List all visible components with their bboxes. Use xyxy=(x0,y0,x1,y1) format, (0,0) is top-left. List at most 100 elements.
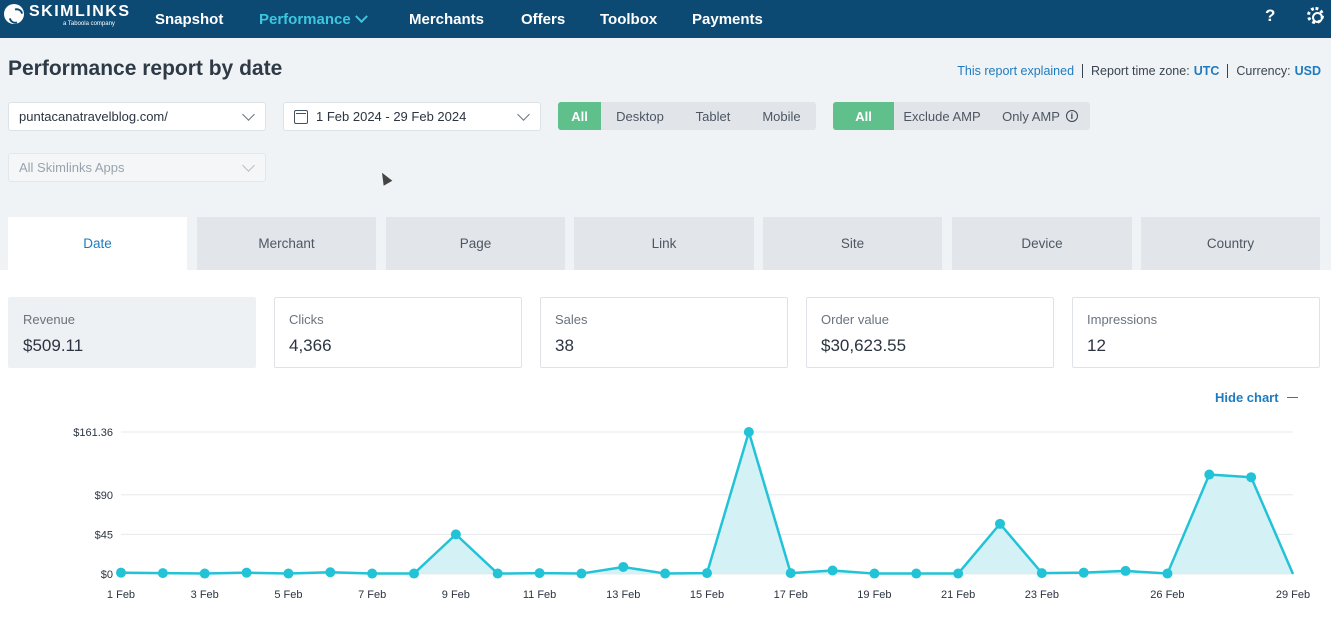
kpi-label: Sales xyxy=(555,312,588,327)
tab-date[interactable]: Date xyxy=(8,217,187,270)
tab-device[interactable]: Device xyxy=(952,217,1132,270)
x-tick-label: 9 Feb xyxy=(442,589,470,601)
x-tick-label: 3 Feb xyxy=(191,589,219,601)
data-point xyxy=(450,529,461,540)
settings-gear-icon[interactable] xyxy=(1307,7,1324,24)
data-point xyxy=(534,568,545,579)
nav-merchants[interactable]: Merchants xyxy=(409,10,485,28)
currency-label: Currency: xyxy=(1236,64,1291,78)
y-tick-label: $90 xyxy=(95,490,113,502)
help-icon[interactable]: ? xyxy=(1265,6,1276,25)
nav-offers[interactable]: Offers xyxy=(521,10,566,28)
apps-select[interactable]: All Skimlinks Apps xyxy=(8,153,266,182)
kpi-label: Revenue xyxy=(23,312,76,327)
site-select-value: puntacanatravelblog.com/ xyxy=(19,109,168,124)
device-tablet-button[interactable]: Tablet xyxy=(695,108,731,124)
tab-site[interactable]: Site xyxy=(763,217,942,270)
kpi-clicks[interactable]: Clicks 4,366 xyxy=(274,297,522,368)
x-tick-label: 21 Feb xyxy=(941,589,975,601)
data-point xyxy=(995,518,1005,529)
data-point xyxy=(827,565,838,576)
data-point xyxy=(1036,568,1047,579)
data-point xyxy=(325,567,336,578)
data-point xyxy=(409,568,419,579)
chevron-down-icon xyxy=(354,9,368,23)
x-tick-label: 29 Feb xyxy=(1276,589,1310,601)
data-point xyxy=(953,568,964,579)
mouse-cursor-icon xyxy=(377,170,393,186)
data-point xyxy=(157,568,168,579)
nav-performance-label: Performance xyxy=(259,10,351,28)
amp-only-button[interactable]: Only AMP i xyxy=(990,102,1090,130)
chevron-down-icon xyxy=(242,159,255,172)
divider xyxy=(1082,64,1084,78)
amp-exclude-button[interactable]: Exclude AMP xyxy=(903,108,981,124)
data-point xyxy=(199,568,210,579)
y-tick-label: $0 xyxy=(101,569,113,581)
data-point xyxy=(1162,568,1173,579)
data-point xyxy=(116,567,126,578)
calendar-icon xyxy=(294,109,308,124)
currency-value[interactable]: USD xyxy=(1294,64,1321,78)
x-tick-label: 15 Feb xyxy=(690,589,724,601)
tab-page[interactable]: Page xyxy=(386,217,565,270)
hide-chart-button[interactable]: Hide chart xyxy=(1215,390,1298,405)
nav-toolbox[interactable]: Toolbox xyxy=(600,10,658,28)
device-desktop-button[interactable]: Desktop xyxy=(616,108,664,124)
x-tick-label: 17 Feb xyxy=(774,589,808,601)
data-point xyxy=(911,568,922,579)
kpi-value: $30,623.55 xyxy=(821,336,907,355)
amp-filter: All Exclude AMP Only AMP i xyxy=(833,102,1090,130)
x-tick-label: 1 Feb xyxy=(107,589,135,601)
x-tick-label: 11 Feb xyxy=(523,589,556,601)
tab-link[interactable]: Link xyxy=(574,217,754,270)
data-point xyxy=(618,561,629,572)
device-all-button[interactable]: All xyxy=(558,102,601,130)
date-range-value: 1 Feb 2024 - 29 Feb 2024 xyxy=(316,109,467,124)
amp-all-button[interactable]: All xyxy=(833,102,894,130)
skimlinks-logo[interactable]: SKIMLINKS xyxy=(4,4,131,24)
series-area xyxy=(121,432,1293,574)
minus-icon xyxy=(1286,396,1298,399)
report-meta: This report explained Report time zone: … xyxy=(957,64,1321,78)
kpi-value: 4,366 xyxy=(289,336,332,355)
chevron-down-icon xyxy=(517,108,530,121)
data-point xyxy=(1204,469,1215,480)
kpi-label: Order value xyxy=(821,312,889,327)
amp-only-label: Only AMP xyxy=(1002,108,1060,124)
data-point xyxy=(1078,567,1089,578)
kpi-sales[interactable]: Sales 38 xyxy=(540,297,788,368)
tab-merchant[interactable]: Merchant xyxy=(197,217,376,270)
date-range-select[interactable]: 1 Feb 2024 - 29 Feb 2024 xyxy=(283,102,541,131)
data-point xyxy=(869,568,880,579)
report-explained-link[interactable]: This report explained xyxy=(957,64,1075,78)
kpi-impressions[interactable]: Impressions 12 xyxy=(1072,297,1320,368)
info-icon[interactable]: i xyxy=(1065,110,1078,122)
tab-country[interactable]: Country xyxy=(1141,217,1320,270)
timezone-value[interactable]: UTC xyxy=(1193,64,1220,78)
nav-performance[interactable]: Performance xyxy=(259,0,368,38)
data-point xyxy=(241,567,252,578)
x-tick-label: 13 Feb xyxy=(606,589,640,601)
logo-subtitle: a Taboola company xyxy=(63,21,115,27)
x-tick-label: 23 Feb xyxy=(1025,589,1059,601)
logo-text: SKIMLINKS xyxy=(29,3,131,20)
kpi-value: 12 xyxy=(1087,336,1106,355)
nav-payments[interactable]: Payments xyxy=(692,10,763,28)
x-tick-label: 19 Feb xyxy=(857,589,891,601)
chevron-down-icon xyxy=(242,108,255,121)
site-select[interactable]: puntacanatravelblog.com/ xyxy=(8,102,266,131)
y-tick-label: $161.36 xyxy=(73,427,113,439)
nav-snapshot[interactable]: Snapshot xyxy=(155,10,224,28)
data-point xyxy=(576,568,587,579)
device-mobile-button[interactable]: Mobile xyxy=(762,108,801,124)
data-point xyxy=(702,568,712,579)
page-title: Performance report by date xyxy=(8,57,283,80)
data-point xyxy=(1246,472,1257,483)
logo-mark-icon xyxy=(4,4,24,24)
revenue-chart: $0 $45 $90 $161.36 1 Feb 3 Feb 5 Feb 7 Feb 9 Feb… xyxy=(73,427,1310,601)
kpi-order-value[interactable]: Order value $30,623.55 xyxy=(806,297,1054,368)
data-point xyxy=(660,568,671,579)
kpi-revenue[interactable]: Revenue $509.11 xyxy=(8,297,256,368)
kpi-value: 38 xyxy=(555,336,574,355)
